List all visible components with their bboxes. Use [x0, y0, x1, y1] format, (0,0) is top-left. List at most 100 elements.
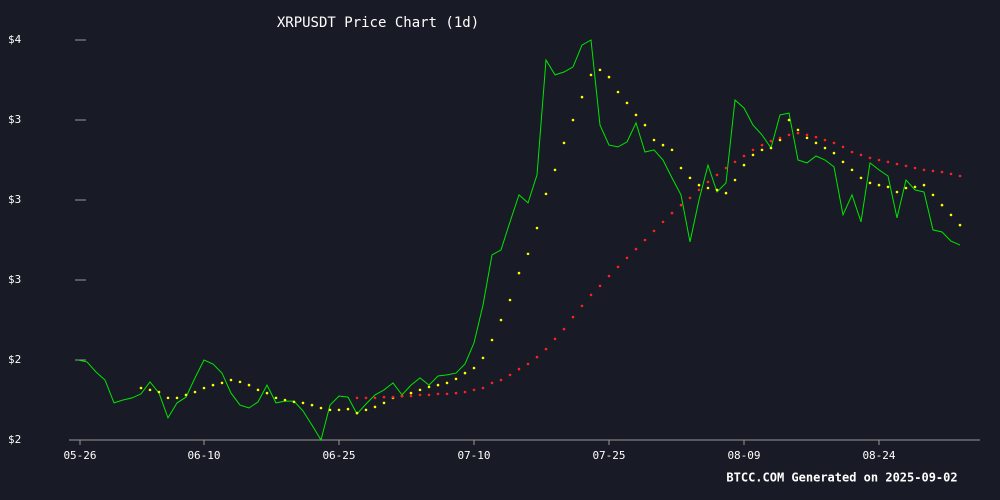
ma-dot [436, 383, 440, 387]
ma-dot [616, 265, 620, 269]
ma-dot [859, 176, 863, 180]
ma-dot [292, 400, 296, 404]
ma-dot [256, 388, 260, 392]
ma-dot [724, 191, 728, 195]
ma-dot [553, 168, 557, 172]
ma-dot [715, 188, 719, 192]
ma-dot [580, 95, 584, 99]
x-tick-label: 08-24 [862, 449, 895, 462]
ma-dot [814, 135, 818, 139]
ma-dot [841, 145, 845, 149]
ma-dot [220, 381, 224, 385]
ma-dot [175, 396, 179, 400]
ma-dot [499, 318, 503, 322]
ma-dot [418, 393, 422, 397]
ma-dot [670, 211, 674, 215]
ma-dot [499, 378, 503, 382]
ma-dot [355, 396, 359, 400]
ma-dot [706, 180, 710, 184]
ma-dot [850, 168, 854, 172]
ma-dot [823, 146, 827, 150]
ma-dot [418, 388, 422, 392]
ma-dot [229, 378, 233, 382]
ma-dot [922, 168, 926, 172]
ma-dot [481, 386, 485, 390]
ma-dot [868, 156, 872, 160]
ma-dot [472, 388, 476, 392]
ma-dot [697, 183, 701, 187]
ma-dot [598, 68, 602, 72]
ma-dot [409, 394, 413, 398]
ma-dot [877, 158, 881, 162]
ma-dot [904, 186, 908, 190]
ma-dot [517, 367, 521, 371]
ma-dot [895, 162, 899, 166]
ma-dot [445, 392, 449, 396]
ma-dot [841, 160, 845, 164]
ma-dot [958, 223, 962, 227]
ma-dot [769, 146, 773, 150]
ma-dot [769, 139, 773, 143]
ma-dot [445, 381, 449, 385]
ma-dot [562, 141, 566, 145]
ma-dot [814, 141, 818, 145]
ma-dot [310, 403, 314, 407]
ma-dot [931, 193, 935, 197]
ma-dot [652, 229, 656, 233]
ma-dot [859, 153, 863, 157]
ma-dot [454, 391, 458, 395]
ma-dot [751, 148, 755, 152]
ma-dot [274, 396, 278, 400]
ma-dot [805, 136, 809, 140]
ma-dot [409, 391, 413, 395]
price-line [77, 39, 961, 442]
ma-dot [913, 185, 917, 189]
ma-dot [490, 338, 494, 342]
ma-dot [742, 154, 746, 158]
ma-dot [427, 385, 431, 389]
ma-dot [463, 371, 467, 375]
ma-dot [265, 391, 269, 395]
ma-dot [733, 178, 737, 182]
ma-dot [508, 373, 512, 377]
ma-dot [337, 408, 341, 412]
ma-dot [634, 113, 638, 117]
ma-dot [364, 408, 368, 412]
x-tick-label: 07-25 [592, 449, 625, 462]
ma-dot [877, 183, 881, 187]
ma-dot [301, 401, 305, 405]
ma-dot [373, 396, 377, 400]
ma-dot [949, 213, 953, 217]
ma-dot [373, 405, 377, 409]
x-tick-label: 07-10 [457, 449, 490, 462]
ma-dot [643, 123, 647, 127]
ma-dot [436, 392, 440, 396]
ma-dot [553, 337, 557, 341]
ma-dot [904, 164, 908, 168]
ma-dot [832, 151, 836, 155]
ma-dot [697, 188, 701, 192]
ma-dot [850, 150, 854, 154]
ma-dot [760, 143, 764, 147]
ma-dot [823, 138, 827, 142]
ma-dot [355, 411, 359, 415]
ma-dot [751, 153, 755, 157]
ma-dot [544, 347, 548, 351]
ma-dot [706, 186, 710, 190]
ma-dot [724, 166, 728, 170]
ma-dot [535, 226, 539, 230]
ma-dot [589, 73, 593, 77]
footer: BTCC.COM Generated on 2025-09-02 [726, 471, 957, 485]
ma-dot [364, 396, 368, 400]
ma-dot [454, 377, 458, 381]
ma-dot [166, 396, 170, 400]
ma-dot [544, 192, 548, 196]
ma-dot [346, 407, 350, 411]
ma-dot [472, 366, 476, 370]
ma-dot [526, 362, 530, 366]
ma-dot [922, 183, 926, 187]
ma-dot [211, 383, 215, 387]
ma-dot [940, 170, 944, 174]
ma-dot [886, 185, 890, 189]
